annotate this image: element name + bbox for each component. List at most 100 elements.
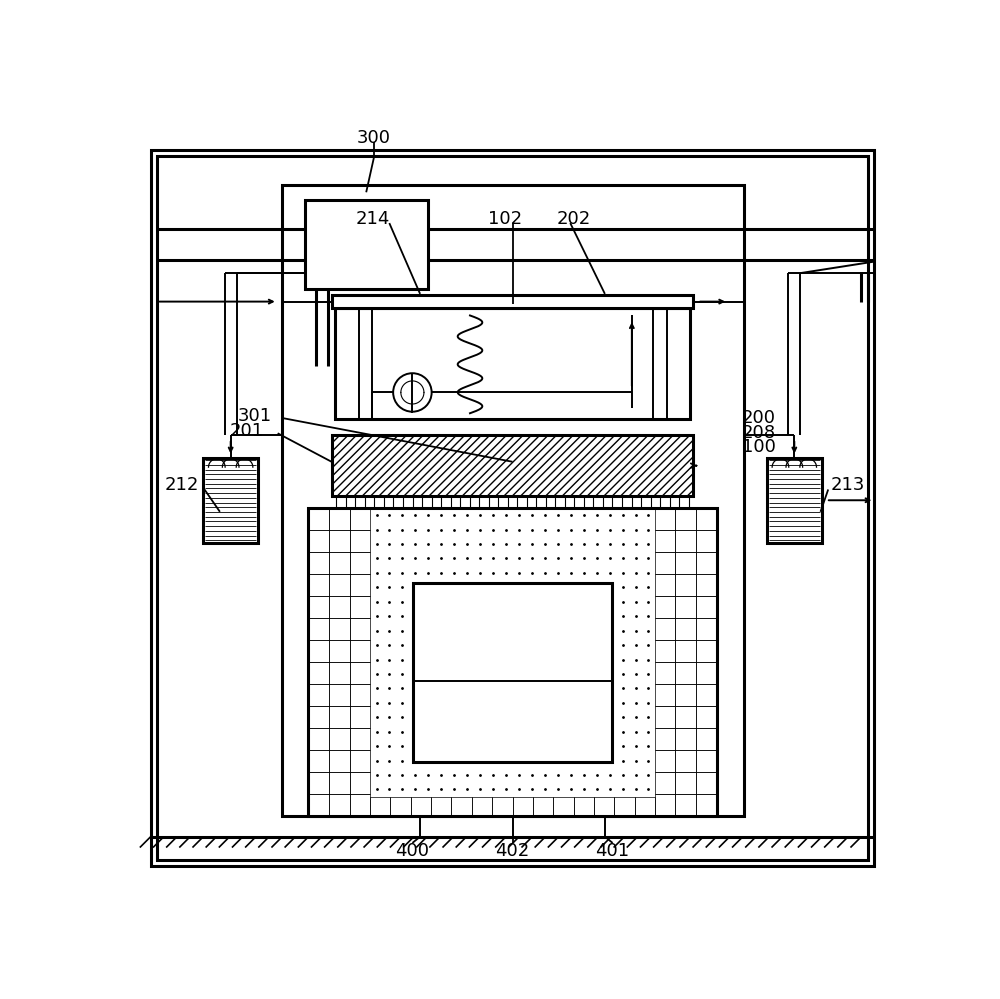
- Bar: [655, 552, 675, 574]
- Bar: [329, 728, 350, 750]
- Bar: [350, 750, 370, 772]
- Bar: [350, 507, 370, 529]
- Bar: [655, 596, 675, 618]
- Bar: [332, 296, 693, 308]
- Bar: [696, 507, 717, 529]
- Bar: [308, 529, 329, 552]
- Bar: [614, 797, 635, 816]
- Bar: [308, 574, 329, 596]
- Bar: [696, 552, 717, 574]
- Text: 300: 300: [357, 129, 391, 148]
- Bar: [696, 772, 717, 794]
- Bar: [655, 772, 675, 794]
- Bar: [350, 794, 370, 816]
- Bar: [308, 728, 329, 750]
- Bar: [329, 552, 350, 574]
- Bar: [329, 706, 350, 728]
- Bar: [305, 200, 428, 289]
- Bar: [675, 618, 696, 640]
- Bar: [451, 797, 472, 816]
- Bar: [655, 706, 675, 728]
- Bar: [767, 458, 822, 542]
- Bar: [350, 772, 370, 794]
- Text: 400: 400: [395, 841, 429, 859]
- Bar: [332, 435, 693, 497]
- Bar: [329, 618, 350, 640]
- Bar: [675, 706, 696, 728]
- Bar: [308, 706, 329, 728]
- Text: 402: 402: [495, 841, 530, 859]
- Bar: [553, 797, 574, 816]
- Bar: [350, 529, 370, 552]
- Bar: [329, 772, 350, 794]
- Bar: [329, 684, 350, 706]
- Bar: [675, 507, 696, 529]
- Bar: [675, 728, 696, 750]
- Bar: [675, 684, 696, 706]
- Bar: [329, 529, 350, 552]
- Bar: [413, 583, 612, 762]
- Bar: [512, 797, 533, 816]
- Bar: [308, 750, 329, 772]
- Bar: [329, 507, 350, 529]
- Bar: [329, 750, 350, 772]
- Bar: [655, 662, 675, 684]
- Bar: [350, 684, 370, 706]
- Bar: [358, 308, 372, 420]
- Bar: [675, 750, 696, 772]
- Bar: [696, 618, 717, 640]
- Bar: [308, 662, 329, 684]
- Bar: [696, 640, 717, 662]
- Text: 212: 212: [164, 476, 199, 494]
- Bar: [308, 507, 329, 529]
- Text: 213: 213: [830, 476, 865, 494]
- Bar: [329, 794, 350, 816]
- Bar: [675, 772, 696, 794]
- Bar: [411, 797, 431, 816]
- Bar: [696, 750, 717, 772]
- Text: 301: 301: [237, 407, 272, 425]
- Bar: [335, 308, 690, 420]
- Bar: [675, 529, 696, 552]
- Bar: [655, 640, 675, 662]
- Bar: [492, 797, 512, 816]
- Bar: [350, 728, 370, 750]
- Bar: [696, 529, 717, 552]
- Bar: [655, 529, 675, 552]
- Bar: [350, 574, 370, 596]
- Bar: [675, 662, 696, 684]
- Bar: [696, 574, 717, 596]
- Bar: [675, 640, 696, 662]
- Bar: [350, 596, 370, 618]
- Bar: [308, 507, 717, 816]
- Bar: [696, 728, 717, 750]
- Bar: [350, 618, 370, 640]
- Text: 201: 201: [230, 422, 264, 440]
- Text: 200: 200: [742, 409, 776, 427]
- Bar: [594, 797, 614, 816]
- Bar: [675, 552, 696, 574]
- Bar: [329, 640, 350, 662]
- Bar: [696, 684, 717, 706]
- Bar: [533, 797, 553, 816]
- Bar: [203, 458, 258, 542]
- Bar: [653, 308, 666, 420]
- Bar: [675, 574, 696, 596]
- Bar: [655, 728, 675, 750]
- Bar: [696, 596, 717, 618]
- Bar: [655, 684, 675, 706]
- Bar: [390, 797, 411, 816]
- Bar: [655, 794, 675, 816]
- Bar: [308, 596, 329, 618]
- Bar: [350, 640, 370, 662]
- Bar: [696, 794, 717, 816]
- Bar: [655, 750, 675, 772]
- Bar: [696, 706, 717, 728]
- Text: 401: 401: [596, 841, 630, 859]
- Bar: [655, 618, 675, 640]
- Bar: [574, 797, 594, 816]
- Bar: [655, 574, 675, 596]
- Bar: [655, 507, 675, 529]
- Text: 214: 214: [355, 210, 390, 228]
- Bar: [308, 772, 329, 794]
